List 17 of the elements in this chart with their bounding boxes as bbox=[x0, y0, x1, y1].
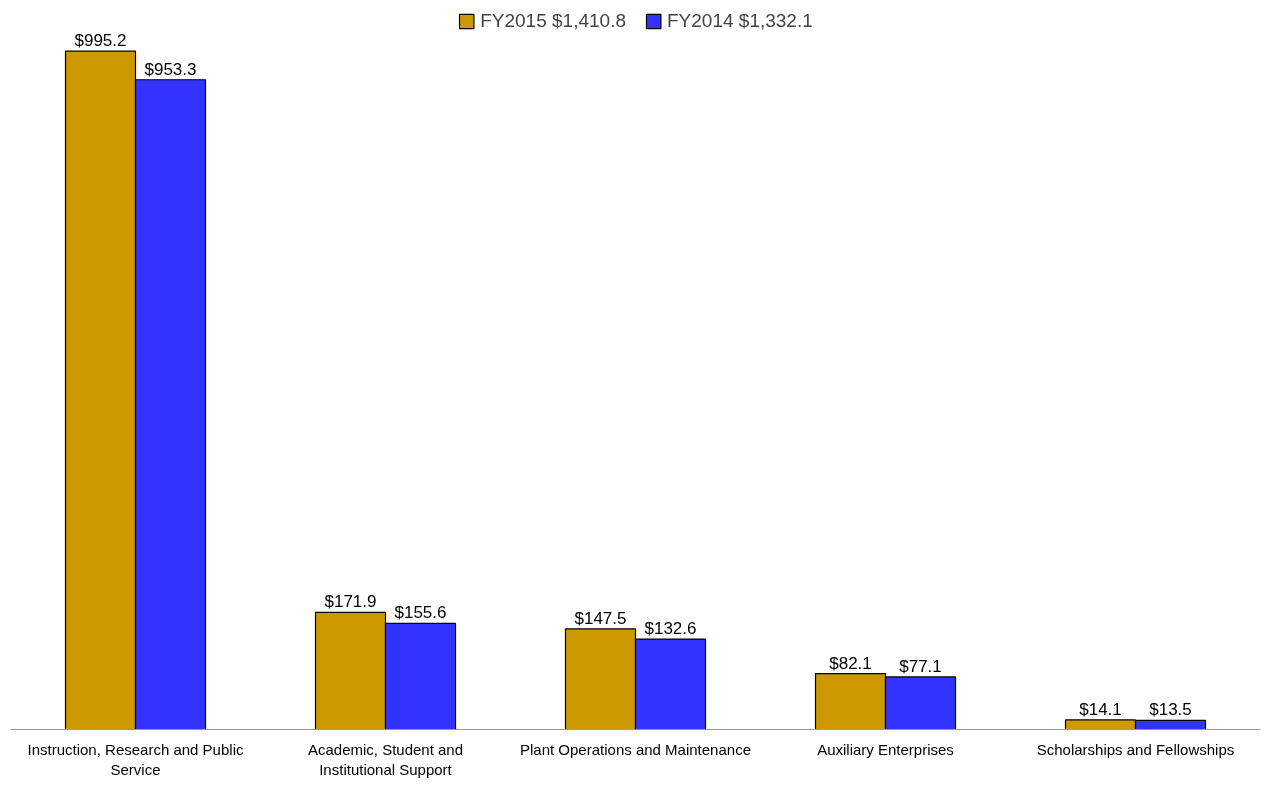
x-tick-label: Academic, Student and Institutional Support bbox=[307, 740, 464, 778]
data-label: $77.1 bbox=[899, 656, 942, 676]
x-tick-label: Auxiliary Enterprises bbox=[817, 740, 954, 758]
x-tick-label: Scholarships and Fellowships bbox=[1036, 740, 1235, 758]
x-tick-label: Plant Operations and Maintenance bbox=[520, 740, 751, 758]
data-label: $13.5 bbox=[1149, 700, 1192, 720]
legend-label: FY2015 $1,410.8 bbox=[480, 10, 626, 32]
data-label: $953.3 bbox=[144, 59, 197, 79]
data-label: $132.6 bbox=[644, 619, 697, 639]
data-label: $14.1 bbox=[1079, 699, 1122, 719]
data-label: $155.6 bbox=[394, 603, 447, 623]
legend-label: FY2014 $1,332.1 bbox=[667, 10, 813, 32]
data-label: $995.2 bbox=[74, 31, 127, 51]
data-label: $82.1 bbox=[829, 653, 872, 673]
data-label: $171.9 bbox=[324, 592, 377, 612]
data-label: $147.5 bbox=[574, 608, 627, 628]
x-tick-label: Instruction, Research and Public Service bbox=[27, 740, 244, 778]
